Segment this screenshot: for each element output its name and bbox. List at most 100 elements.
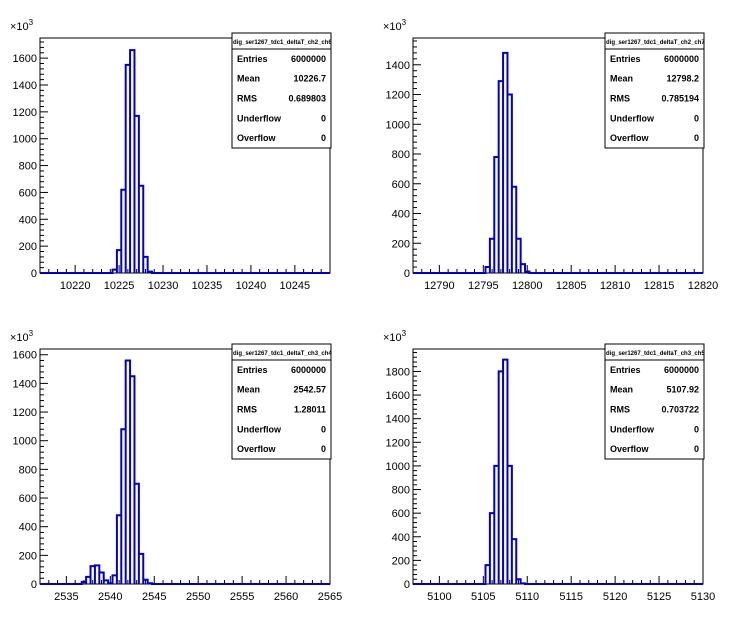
histogram-pad-ch3-ch4: 0 200 400 600 800 1000 1200 1400 1600 ×103 2535 254… xyxy=(0,311,373,622)
stats-value: 12798.2 xyxy=(666,74,699,84)
histogram-bin xyxy=(494,157,498,273)
histogram-bin xyxy=(148,272,152,273)
stats-box: dig_ser1267_tdc1_deltaT_ch3_ch5 Entries 60… xyxy=(604,343,705,460)
histogram-bin xyxy=(512,539,516,584)
y-tick-label: 200 xyxy=(19,241,37,253)
y-tick-label: 600 xyxy=(19,187,37,199)
y-tick-label: 400 xyxy=(19,214,37,226)
histogram-line xyxy=(40,359,330,585)
histogram-bin xyxy=(521,264,525,273)
x-tick-label: 2540 xyxy=(98,591,122,603)
histogram-pad-ch2-ch6: 0 200 400 600 800 1000 1200 1400 1600 ×103 10220 10… xyxy=(0,0,373,311)
stats-label: Underflow xyxy=(237,424,282,434)
stats-label: Overflow xyxy=(610,133,650,143)
y-tick-label: 600 xyxy=(392,179,410,191)
x-tick-label: 10230 xyxy=(148,280,179,292)
y-tick-label: 1000 xyxy=(386,119,410,131)
y-tick-label: 800 xyxy=(392,485,410,497)
stats-value: 6000000 xyxy=(664,365,699,375)
x-tick-label: 10225 xyxy=(104,280,135,292)
stats-label: Overflow xyxy=(237,444,277,454)
y-tick-label: 600 xyxy=(392,508,410,520)
x-tick-label: 5115 xyxy=(559,591,583,603)
histogram-pad-ch3-ch5: 0 200 400 600 800 1000 1200 1400 1600 1800 ×103 510… xyxy=(373,311,746,622)
stats-label: Underflow xyxy=(237,113,282,123)
stats-value: 6000000 xyxy=(291,365,326,375)
histogram-svg: 0 200 400 600 800 1000 1200 1400 1600 ×103 2535 254… xyxy=(10,329,342,603)
histogram-bin xyxy=(494,466,498,584)
histogram-bin xyxy=(134,484,138,584)
y-tick-label: 1200 xyxy=(386,90,410,102)
stats-title: dig_ser1267_tdc1_deltaT_ch3_ch4 xyxy=(233,351,332,357)
y-tick-label: 0 xyxy=(31,579,37,591)
y-tick-label: 1000 xyxy=(13,134,37,146)
y-tick-label: 1000 xyxy=(13,436,37,448)
stats-box: dig_ser1267_tdc1_deltaT_ch3_ch4 Entries 60… xyxy=(231,343,332,460)
y-tick-label: 200 xyxy=(392,555,410,567)
histogram-bin xyxy=(507,95,511,273)
y-tick-label: 800 xyxy=(19,464,37,476)
x-tick-label: 10235 xyxy=(192,280,223,292)
stats-box: dig_ser1267_tdc1_deltaT_ch2_ch7 Entries 60… xyxy=(604,32,705,149)
y-tick-label: 1600 xyxy=(386,390,410,402)
stats-label: Mean xyxy=(610,385,633,395)
histogram-svg: 0 200 400 600 800 1000 1200 1400 ×103 12790 12795 1… xyxy=(383,18,718,292)
stats-label: Entries xyxy=(237,365,268,375)
y-tick-label: 400 xyxy=(19,522,37,534)
x-tick-label: 10240 xyxy=(236,280,267,292)
x-tick-label: 2550 xyxy=(186,591,210,603)
histogram-bin xyxy=(499,371,503,584)
histogram-bin xyxy=(91,566,95,584)
stats-label: Overflow xyxy=(610,444,650,454)
y-tick-label: 200 xyxy=(19,550,37,562)
y-tick-label: 1200 xyxy=(13,407,37,419)
histogram-line xyxy=(413,358,703,585)
x-tick-label: 2555 xyxy=(230,591,254,603)
stats-title: dig_ser1267_tdc1_deltaT_ch2_ch6 xyxy=(233,40,332,46)
y-tick-label: 800 xyxy=(19,161,37,173)
y-tick-label: 1600 xyxy=(13,53,37,65)
histogram-svg: 0 200 400 600 800 1000 1200 1400 1600 ×103 10220 10… xyxy=(10,18,332,292)
stats-value: 0.703722 xyxy=(661,405,699,415)
stats-value: 0 xyxy=(694,133,699,143)
stats-title: dig_ser1267_tdc1_deltaT_ch2_ch7 xyxy=(606,40,705,46)
y-axis-multiplier: ×103 xyxy=(383,329,407,344)
histogram-bin xyxy=(126,360,130,584)
y-tick-label: 1400 xyxy=(13,378,37,390)
x-tick-label: 12800 xyxy=(512,280,543,292)
histogram-bin xyxy=(503,360,507,584)
stats-label: Overflow xyxy=(237,133,277,143)
histogram-bin xyxy=(86,577,90,584)
histogram-bin xyxy=(121,429,125,584)
stats-value: 0.689803 xyxy=(288,94,326,104)
histogram-bin xyxy=(117,250,121,273)
histogram-bin xyxy=(490,239,494,273)
y-tick-label: 400 xyxy=(392,209,410,221)
histogram-bin xyxy=(507,466,511,584)
stats-value: 2542.57 xyxy=(293,385,326,395)
histogram-bin xyxy=(113,270,117,273)
stats-label: Underflow xyxy=(610,113,655,123)
x-tick-label: 2560 xyxy=(274,591,298,603)
stats-value: 5107.92 xyxy=(666,385,699,395)
y-tick-label: 1400 xyxy=(13,80,37,92)
x-tick-label: 12815 xyxy=(644,280,675,292)
x-tick-label: 2535 xyxy=(54,591,78,603)
y-tick-label: 1400 xyxy=(386,414,410,426)
stats-box-frame xyxy=(604,32,705,149)
histogram-bin xyxy=(516,579,520,584)
x-tick-label: 5105 xyxy=(471,591,495,603)
x-tick-label: 5110 xyxy=(515,591,539,603)
histogram-bin xyxy=(139,186,143,273)
stats-value: 0 xyxy=(321,444,326,454)
histogram-bin xyxy=(486,267,490,273)
x-tick-label: 5130 xyxy=(691,591,715,603)
x-tick-label: 2565 xyxy=(318,591,342,603)
y-tick-label: 1400 xyxy=(386,60,410,72)
histogram-bin xyxy=(108,583,112,584)
x-tick-label: 12795 xyxy=(468,280,499,292)
x-tick-label: 5125 xyxy=(647,591,671,603)
stats-value: 0 xyxy=(694,424,699,434)
x-tick-label: 5100 xyxy=(427,591,451,603)
stats-label: RMS xyxy=(237,94,257,104)
